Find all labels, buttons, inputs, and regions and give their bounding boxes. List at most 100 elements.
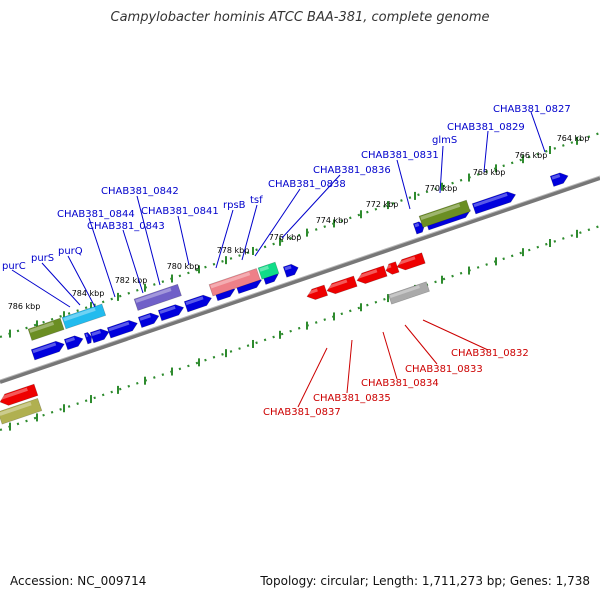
gene-label: CHAB381_0842 [101,186,179,197]
cds-reverse [306,284,329,300]
label-leader [215,209,234,269]
gene-label: CHAB381_0843 [87,221,165,232]
cds-forward-shine [139,314,151,321]
cds-forward [83,332,92,345]
gene-label: CHAB381_0829 [447,122,525,133]
cds-reverse [385,261,400,275]
cds-forward-shape [63,335,84,351]
label-leader-lines [11,111,546,408]
genome-summary-text: Topology: circular; Length: 1,711,273 bp… [260,574,590,588]
ruler-tick-label: 770 kbp [425,184,458,193]
label-leader [382,331,398,380]
cds-forward [157,304,185,322]
ruler-tick-label: 786 kbp [8,302,41,311]
label-leader [177,215,190,266]
ruler-tick-label: 768 kbp [473,168,506,177]
cds-forward-shine [473,192,508,208]
cds-forward-shape [471,191,517,215]
cds-forward-shine [85,333,89,338]
ruler-tick-label: 764 kbp [557,134,590,143]
feature-block-gray-shape [388,281,430,305]
ruler-track-top: 764 kbp 766 kbp 768 kbp 770 kbp 772 kbp 774 k… [0,131,600,339]
cds-reverse-shape [356,265,388,284]
map-title: Campylobacter hominis ATCC BAA-381, comp… [110,10,490,25]
gene-label: CHAB381_0827 [493,104,571,115]
cds-forward [63,335,84,351]
cds-forward [471,191,517,215]
cds-forward [89,328,110,344]
feature-block-cyan-shine [63,307,96,322]
cds-reverse-shine [385,264,392,270]
cds-forward-shine [91,330,102,337]
label-leader [254,188,301,257]
cds-forward-shine [284,265,292,271]
cds-forward-shine [414,223,420,228]
cds-reverse-shine [326,279,348,290]
gene-label: purQ [58,246,83,257]
ruler-tick-label: 778 kbp [217,246,250,255]
label-leader [346,339,353,394]
ruler-tick-label: 766 kbp [515,151,548,160]
cds-forward-shape [106,320,138,339]
cds-forward-shape [183,294,213,313]
feature-block-olive-shape [418,199,471,228]
label-leader [122,229,144,294]
feature-block-pink-shine [210,272,251,289]
cds-forward-shape [549,172,569,187]
gene-label: purC [2,261,26,272]
ruler-tick-label: 772 kbp [366,200,399,209]
cds-forward-shape [89,328,110,344]
feature-block-pink [208,268,261,297]
gene-label: CHAB381_0834 [361,378,439,389]
feature-block-olive-shape [27,317,65,341]
cds-forward [549,172,569,187]
cds-reverse-shape [396,252,426,271]
cds-reverse-shine [356,269,378,279]
cds-reverse [326,275,358,295]
ruler-tick-label: 782 kbp [115,276,148,285]
label-leader [404,324,438,365]
cds-reverse-shape [385,261,400,275]
gene-label: CHAB381_0841 [141,206,219,217]
cds-forward [412,221,425,235]
gene-labels: CHAB381_0827 CHAB381_0829 glmS CHAB381_0831… [2,104,571,418]
cds-forward-shape [157,304,185,322]
label-leader [396,159,411,210]
ruler-tick-label: 780 kbp [167,262,200,271]
cds-forward-shine [185,296,204,306]
feature-block-purple [133,283,182,311]
label-leader [88,217,116,298]
ruler-line-top [0,131,600,339]
feature-block-gray-shine [389,285,420,298]
feature-block-olive-shine [29,321,55,333]
feature-block-green [257,261,280,280]
backbone-highlight [0,175,600,381]
cds-forward-shape [83,332,92,345]
cds-forward-shine [551,174,561,180]
label-leader [439,145,444,194]
cds-forward [106,320,138,339]
gene-label: glmS [432,135,457,146]
cds-forward [183,294,213,313]
ruler-tick-label: 776 kbp [269,233,302,242]
cds-forward [30,340,65,361]
cds-reverse [356,265,388,284]
cds-reverse-shine [396,256,416,266]
accession-text: Accession: NC_009714 [10,574,147,588]
ruler-line-bottom [0,224,600,432]
cds-forward-shine [108,321,130,332]
gene-label: CHAB381_0836 [313,165,391,176]
feature-block-khaki [0,397,43,425]
feature-track [0,172,569,425]
cds-forward [137,312,160,328]
label-leader [41,262,81,306]
gene-label: CHAB381_0831 [361,150,439,161]
gene-label: CHAB381_0832 [451,348,529,359]
gene-label: rpsB [223,200,246,211]
ruler-track-bottom [0,224,600,432]
cds-reverse-shine [306,288,318,295]
feature-block-gray [388,281,430,305]
cds-forward-shape [412,221,425,235]
cds-reverse [396,252,426,271]
